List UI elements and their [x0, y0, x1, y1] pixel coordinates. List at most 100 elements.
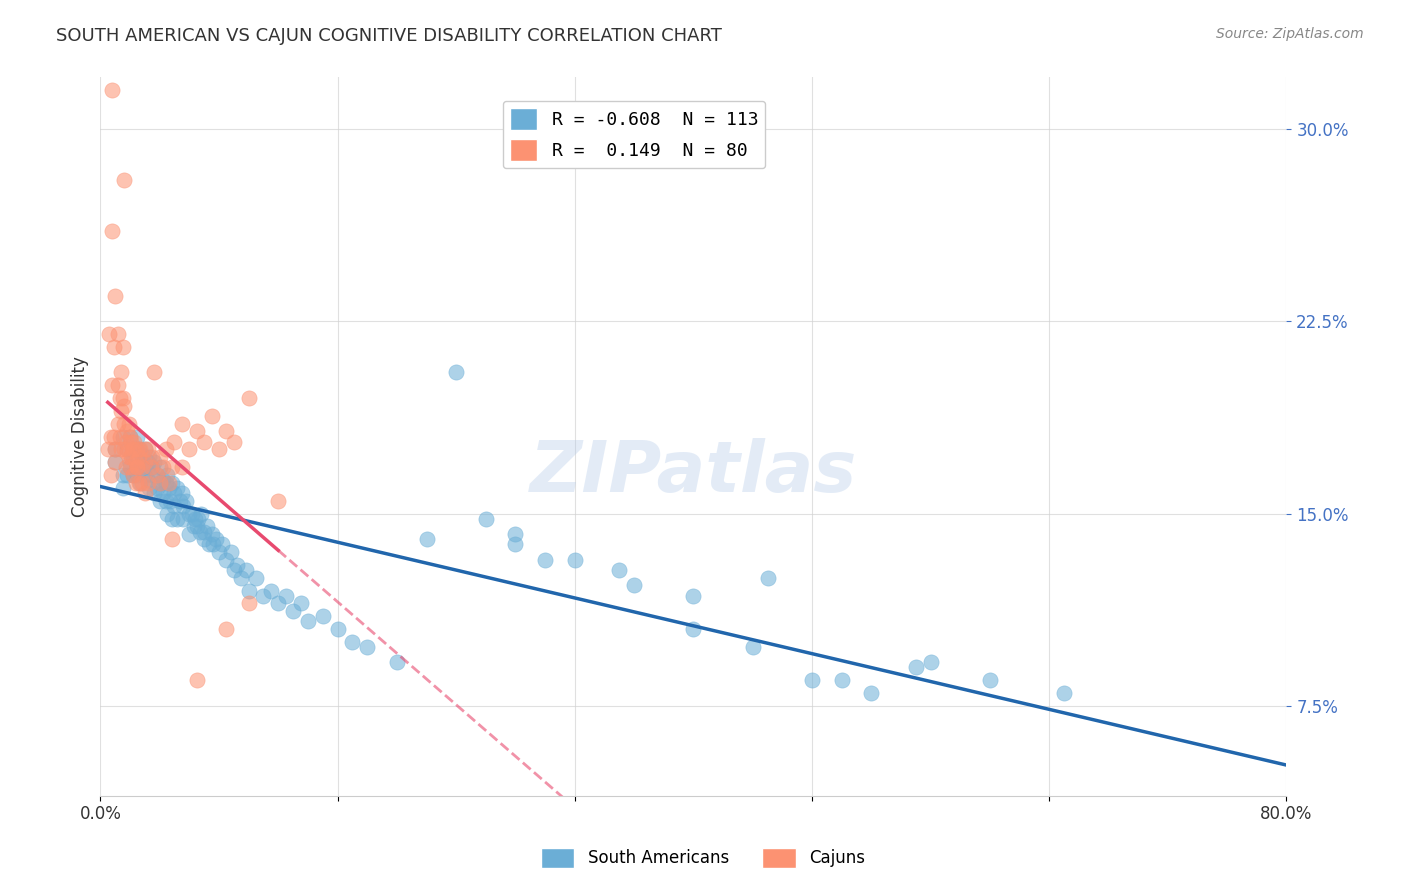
Point: [114, 434, 136, 449]
Point: [145, 468, 167, 483]
Point: [186, 519, 208, 533]
Point: [134, 486, 156, 500]
Point: [682, 589, 704, 603]
Point: [202, 537, 225, 551]
Point: [225, 558, 247, 572]
Point: [112, 399, 135, 413]
Point: [127, 442, 149, 457]
Point: [125, 475, 148, 490]
Point: [111, 429, 134, 443]
Point: [149, 475, 172, 490]
Point: [128, 442, 150, 457]
Point: [1053, 686, 1076, 700]
Point: [183, 519, 205, 533]
Point: [245, 571, 267, 585]
Point: [104, 455, 127, 469]
Point: [195, 519, 218, 533]
Point: [117, 450, 139, 464]
Point: [115, 425, 138, 439]
Point: [215, 622, 238, 636]
Point: [190, 507, 212, 521]
Point: [252, 589, 274, 603]
Point: [155, 442, 177, 457]
Point: [172, 499, 194, 513]
Point: [141, 450, 163, 464]
Point: [170, 417, 193, 431]
Point: [103, 429, 125, 443]
Point: [741, 640, 763, 654]
Point: [134, 460, 156, 475]
Text: Source: ZipAtlas.com: Source: ZipAtlas.com: [1216, 27, 1364, 41]
Point: [111, 481, 134, 495]
Point: [110, 404, 132, 418]
Point: [160, 511, 183, 525]
Point: [231, 571, 253, 585]
Point: [131, 460, 153, 475]
Text: ZIPatlas: ZIPatlas: [530, 438, 858, 507]
Point: [110, 366, 132, 380]
Point: [193, 434, 215, 449]
Point: [136, 442, 159, 457]
Point: [179, 507, 201, 521]
Point: [156, 468, 179, 483]
Point: [176, 493, 198, 508]
Point: [121, 434, 143, 449]
Point: [138, 481, 160, 495]
Point: [238, 391, 260, 405]
Point: [134, 455, 156, 469]
Point: [114, 460, 136, 475]
Point: [104, 442, 127, 457]
Point: [118, 460, 141, 475]
Point: [97, 442, 120, 457]
Point: [149, 460, 172, 475]
Point: [157, 475, 180, 490]
Point: [129, 442, 152, 457]
Point: [141, 468, 163, 483]
Point: [166, 481, 188, 495]
Point: [141, 460, 163, 475]
Point: [163, 486, 186, 500]
Point: [129, 475, 152, 490]
Point: [238, 583, 260, 598]
Point: [200, 409, 222, 423]
Point: [134, 442, 156, 457]
Point: [122, 442, 145, 457]
Point: [111, 468, 134, 483]
Point: [134, 468, 156, 483]
Point: [108, 391, 131, 405]
Point: [125, 455, 148, 469]
Point: [112, 173, 135, 187]
Point: [904, 660, 927, 674]
Point: [444, 366, 467, 380]
Point: [127, 429, 149, 443]
Point: [623, 578, 645, 592]
Point: [160, 460, 183, 475]
Point: [104, 288, 127, 302]
Point: [101, 83, 124, 97]
Point: [118, 429, 141, 443]
Point: [101, 224, 124, 238]
Text: SOUTH AMERICAN VS CAJUN COGNITIVE DISABILITY CORRELATION CHART: SOUTH AMERICAN VS CAJUN COGNITIVE DISABI…: [56, 27, 723, 45]
Point: [117, 417, 139, 431]
Point: [475, 511, 498, 525]
Point: [115, 468, 138, 483]
Point: [163, 499, 186, 513]
Point: [156, 507, 179, 521]
Point: [145, 468, 167, 483]
Point: [127, 460, 149, 475]
Point: [801, 673, 824, 688]
Point: [131, 475, 153, 490]
Point: [172, 511, 194, 525]
Point: [188, 524, 211, 539]
Point: [205, 533, 228, 547]
Point: [260, 583, 283, 598]
Point: [127, 460, 149, 475]
Point: [170, 486, 193, 500]
Y-axis label: Cognitive Disability: Cognitive Disability: [72, 356, 89, 517]
Point: [98, 326, 121, 341]
Point: [831, 673, 853, 688]
Point: [136, 475, 159, 490]
Point: [118, 429, 141, 443]
Point: [356, 640, 378, 654]
Point: [111, 391, 134, 405]
